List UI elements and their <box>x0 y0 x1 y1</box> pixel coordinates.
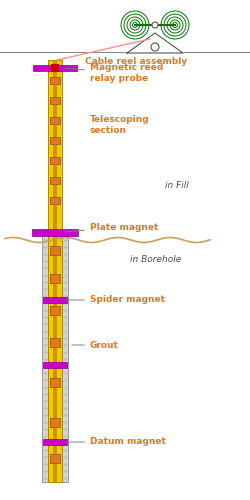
Text: Spider magnet: Spider magnet <box>66 296 165 304</box>
Bar <box>43 297 67 303</box>
Circle shape <box>152 22 158 28</box>
Text: in Borehole: in Borehole <box>130 256 181 264</box>
Bar <box>53 60 57 232</box>
Bar <box>50 156 60 164</box>
Text: Cable reel assembly: Cable reel assembly <box>85 57 187 66</box>
Bar <box>53 232 57 482</box>
Text: Magnetic reed
relay probe: Magnetic reed relay probe <box>66 64 163 82</box>
Bar <box>50 136 60 143</box>
Bar <box>50 274 60 282</box>
Text: Grout: Grout <box>72 340 119 349</box>
Bar <box>48 232 62 482</box>
Bar <box>50 116 60 123</box>
Bar <box>43 439 67 445</box>
Bar <box>32 228 78 235</box>
Bar <box>48 60 62 232</box>
Bar <box>50 176 60 184</box>
Text: Telescoping
section: Telescoping section <box>90 116 150 134</box>
Text: Plate magnet: Plate magnet <box>66 222 158 232</box>
Bar <box>33 65 77 71</box>
Text: Datum magnet: Datum magnet <box>66 438 166 446</box>
Bar <box>43 362 67 368</box>
Bar <box>50 338 60 346</box>
Bar <box>50 454 60 462</box>
Bar <box>50 196 60 203</box>
Bar <box>51 64 59 72</box>
Text: in Fill: in Fill <box>165 180 189 190</box>
Bar <box>50 76 60 84</box>
Bar <box>50 418 60 426</box>
Bar <box>50 378 60 386</box>
Bar <box>50 306 60 314</box>
Bar <box>50 96 60 103</box>
Polygon shape <box>127 33 183 53</box>
Bar <box>50 246 60 254</box>
Bar <box>42 232 68 482</box>
